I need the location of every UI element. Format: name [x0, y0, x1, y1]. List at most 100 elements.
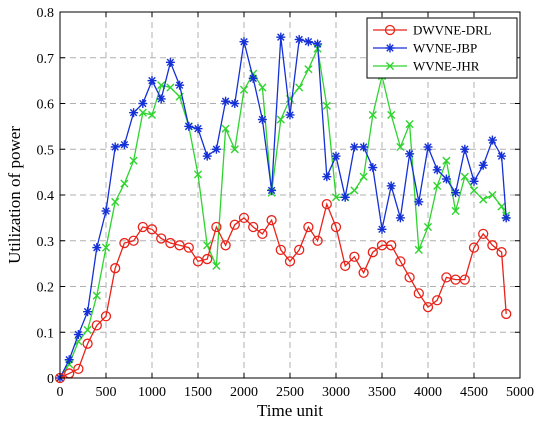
series-layer: [54, 32, 512, 384]
data-point-wvne-jbp: [64, 355, 74, 365]
data-point-wvne-jhr: [469, 186, 479, 195]
data-point-wvne-jhr: [83, 325, 92, 335]
y-tick-label: 0.1: [37, 326, 55, 341]
data-point-wvne-jhr: [295, 83, 304, 92]
data-point-wvne-jbp: [377, 224, 387, 234]
data-point-wvne-jhr: [359, 172, 368, 181]
data-point-dwvne-drl: [202, 253, 213, 265]
y-axis-label: Utilization of power: [5, 126, 24, 264]
data-point-wvne-jbp: [414, 197, 424, 207]
data-point-dwvne-drl: [349, 251, 360, 262]
data-point-wvne-jhr: [203, 241, 212, 250]
data-point-wvne-jhr: [442, 156, 451, 165]
data-point-dwvne-drl: [238, 212, 250, 224]
data-point-wvne-jhr: [368, 110, 377, 120]
legend-label: WVNE-JHR: [413, 59, 480, 74]
x-tick-label: 4000: [414, 385, 442, 400]
data-point-wvne-jhr: [120, 179, 129, 188]
data-point-dwvne-drl: [330, 221, 342, 233]
data-point-wvne-jbp: [276, 32, 286, 42]
x-tick-label: 5000: [506, 385, 534, 400]
x-tick-label: 0: [57, 385, 64, 400]
x-tick-label: 3000: [322, 385, 350, 400]
data-point-wvne-jhr: [166, 83, 175, 92]
data-point-wvne-jbp: [129, 108, 139, 118]
data-point-dwvne-drl: [82, 338, 93, 349]
legend-marker-wvne-jbp: [385, 43, 395, 53]
data-point-wvne-jbp: [230, 99, 240, 108]
data-point-wvne-jbp: [211, 144, 221, 154]
data-point-dwvne-drl: [137, 221, 148, 233]
data-point-wvne-jhr: [433, 181, 442, 190]
legend-marker-wvne-jhr: [385, 61, 395, 71]
data-point-wvne-jbp: [313, 39, 323, 49]
legend-item-wvne-jhr: WVNE-JHR: [373, 59, 480, 74]
data-point-wvne-jbp: [221, 96, 231, 106]
data-point-wvne-jbp: [267, 185, 277, 195]
data-point-dwvne-drl: [404, 272, 415, 283]
axis-ticks: 0 500 1000 1500 2000 2500 3000 3500 4000 4500 5000…: [37, 6, 535, 400]
x-tick-label: 1000: [138, 385, 166, 400]
data-point-dwvne-drl: [146, 224, 158, 235]
data-point-wvne-jhr: [304, 65, 313, 74]
data-point-dwvne-drl: [229, 219, 240, 230]
data-point-wvne-jhr: [239, 85, 249, 94]
data-point-dwvne-drl: [501, 308, 512, 320]
data-point-wvne-jbp: [331, 151, 341, 161]
data-point-dwvne-drl: [220, 240, 231, 251]
data-point-wvne-jbp: [202, 151, 212, 161]
series-line-wvne-jbp: [59, 37, 507, 379]
data-point-dwvne-drl: [312, 235, 323, 246]
data-point-wvne-jbp: [478, 160, 488, 170]
data-point-dwvne-drl: [192, 256, 204, 267]
x-axis-label: Time unit: [257, 401, 323, 420]
y-tick-label: 0.5: [37, 143, 55, 158]
data-point-dwvne-drl: [487, 240, 498, 251]
data-point-dwvne-drl: [294, 244, 305, 256]
data-point-dwvne-drl: [358, 267, 369, 278]
data-point-dwvne-drl: [165, 237, 176, 249]
data-point-dwvne-drl: [496, 247, 507, 258]
x-tick-label: 4500: [460, 385, 488, 400]
data-point-wvne-jhr: [451, 206, 460, 216]
data-point-wvne-jbp: [101, 206, 111, 216]
data-point-wvne-jhr: [322, 101, 331, 110]
x-tick-label: 2000: [230, 385, 258, 400]
data-point-wvne-jhr: [405, 119, 414, 129]
data-point-dwvne-drl: [413, 288, 424, 299]
data-point-wvne-jhr: [479, 195, 488, 204]
data-point-wvne-jbp: [175, 80, 185, 90]
data-point-wvne-jbp: [340, 192, 350, 202]
data-point-wvne-jhr: [193, 170, 203, 179]
legend-item-dwvne-drl: DWVNE-DRL: [373, 23, 492, 38]
data-point-wvne-jbp: [432, 165, 442, 175]
data-point-wvne-jbp: [257, 115, 267, 125]
data-point-wvne-jbp: [469, 176, 479, 186]
data-point-dwvne-drl: [275, 244, 286, 256]
x-tick-label: 2500: [276, 385, 304, 400]
data-point-dwvne-drl: [183, 242, 194, 253]
y-tick-label: 0.6: [37, 98, 55, 113]
data-point-wvne-jhr: [230, 145, 239, 154]
data-point-wvne-jhr: [258, 83, 267, 92]
data-point-dwvne-drl: [321, 198, 332, 210]
data-point-wvne-jbp: [322, 172, 332, 182]
data-point-dwvne-drl: [395, 256, 406, 267]
data-point-wvne-jbp: [368, 163, 378, 173]
x-tick-label: 3500: [368, 385, 396, 400]
legend-label: WVNE-JBP: [413, 41, 477, 56]
data-point-dwvne-drl: [110, 263, 121, 274]
data-point-dwvne-drl: [468, 242, 480, 253]
data-point-dwvne-drl: [73, 363, 84, 375]
data-point-wvne-jbp: [303, 37, 313, 47]
legend-item-wvne-jbp: WVNE-JBP: [373, 41, 477, 56]
data-point-wvne-jhr: [221, 124, 230, 133]
data-point-wvne-jhr: [147, 110, 157, 120]
data-point-wvne-jhr: [74, 337, 83, 346]
data-point-wvne-jbp: [349, 142, 359, 152]
data-point-wvne-jhr: [497, 202, 506, 211]
data-point-wvne-jhr: [111, 197, 120, 206]
data-point-wvne-jbp: [184, 121, 194, 131]
data-point-wvne-jbp: [110, 142, 120, 152]
